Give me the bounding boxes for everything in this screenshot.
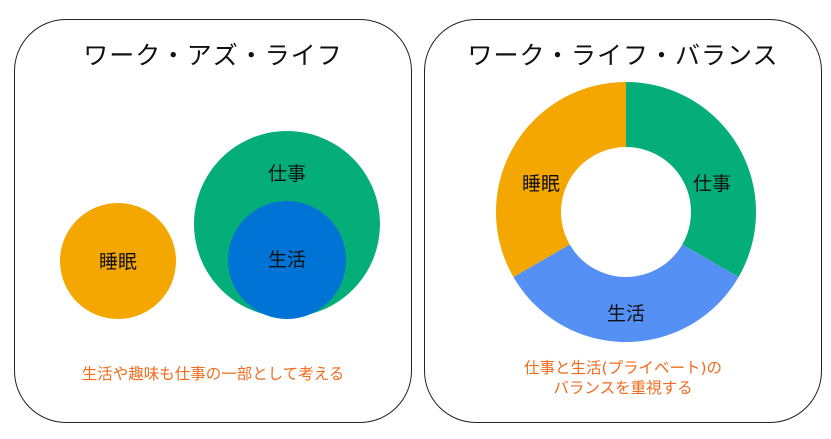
sleep-label: 睡眠 — [98, 251, 137, 273]
work-life-balance-title: ワーク・ライフ・バランス — [467, 41, 779, 70]
donut-label-sleep: 睡眠 — [522, 173, 560, 195]
work-as-life-panel: ワーク・アズ・ライフ 睡眠 仕事 生活 生活や趣味も仕事の一部として考える — [14, 19, 412, 423]
donut-segment-sleep — [496, 82, 626, 277]
donut-label-life: 生活 — [607, 303, 645, 325]
donut-segment-life — [513, 244, 739, 342]
work-life-balance-panel: ワーク・ライフ・バランス 仕事 生活 睡眠 仕事と生活(プライベート)の バラン… — [424, 19, 822, 423]
balance-donut: 仕事 生活 睡眠 — [496, 82, 756, 342]
work-as-life-caption: 生活や趣味も仕事の一部として考える — [81, 365, 345, 383]
life-label: 生活 — [267, 249, 306, 271]
work-life-balance-caption-line1: 仕事と生活(プライベート)の — [523, 359, 723, 377]
work-label: 仕事 — [267, 163, 306, 185]
sleep-circle — [60, 203, 176, 319]
work-life-balance-caption-line2: バランスを重視する — [553, 379, 693, 397]
life-circle — [228, 201, 346, 319]
donut-segment-work — [626, 82, 756, 277]
work-as-life-title: ワーク・アズ・ライフ — [83, 41, 343, 70]
donut-label-work: 仕事 — [693, 173, 731, 195]
